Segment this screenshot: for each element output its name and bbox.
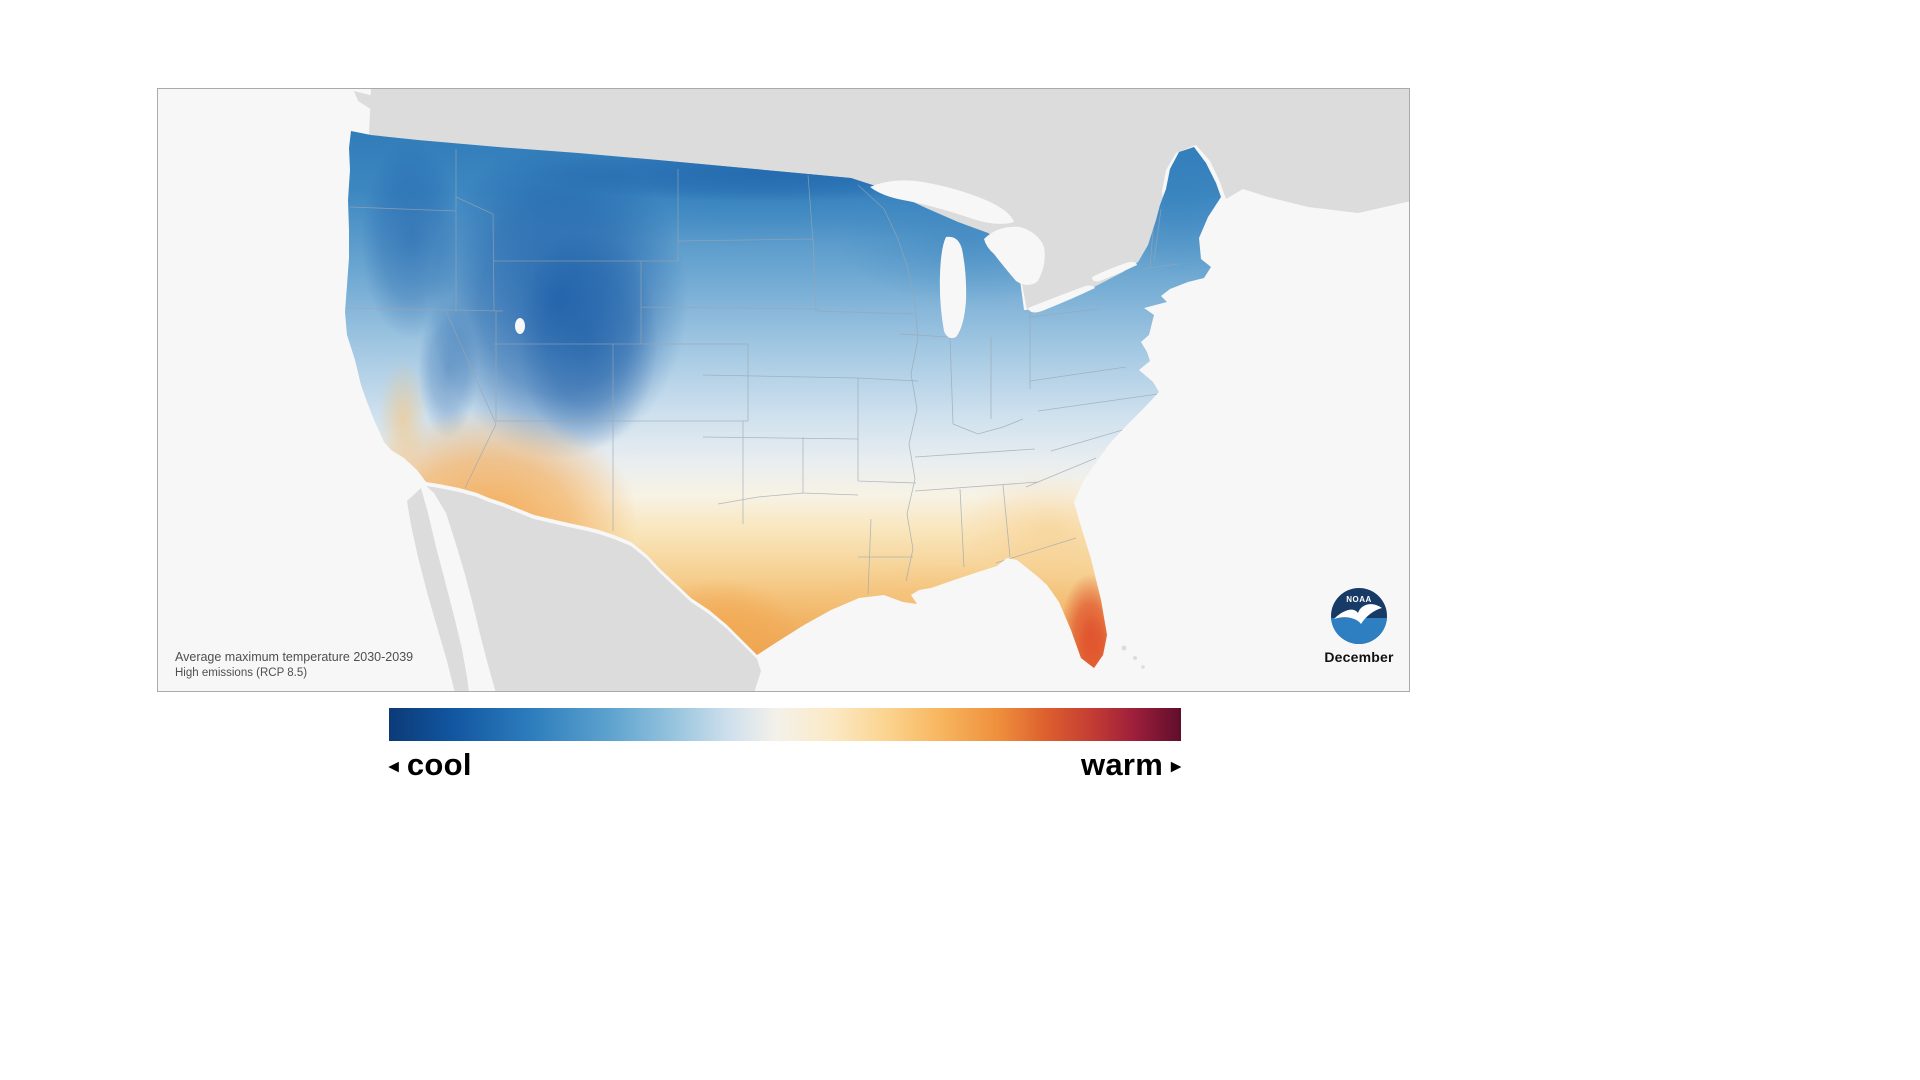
baja-california [407, 488, 469, 691]
legend-gradient-bar [389, 708, 1181, 741]
map-caption: Average maximum temperature 2030-2039 Hi… [175, 649, 413, 681]
noaa-logo-text: NOAA [1346, 595, 1372, 604]
legend-cool-label: cool [406, 747, 472, 782]
caption-scenario: High emissions (RCP 8.5) [175, 667, 308, 679]
lake-michigan [939, 236, 967, 339]
bahamas-islands [1121, 645, 1145, 669]
noaa-logo: NOAA [1331, 588, 1387, 644]
legend-warm-side: warm ▸ [1081, 747, 1181, 783]
lake-erie [1028, 285, 1095, 313]
lake-superior [870, 180, 1014, 224]
climate-map-panel: Average maximum temperature 2030-2039 Hi… [157, 88, 1410, 692]
noaa-logo-sea [1331, 618, 1387, 644]
mexico-landmass [426, 486, 761, 691]
legend-cool-side: ◂ cool [389, 747, 472, 783]
state-boundaries [345, 149, 1179, 595]
legend-labels: ◂ cool warm ▸ [389, 747, 1181, 783]
legend-warm-label: warm [1080, 747, 1164, 782]
nova-scotia [1230, 151, 1326, 203]
temperature-legend: ◂ cool warm ▸ [389, 708, 1181, 783]
us-temperature-map [158, 89, 1409, 691]
canada-landmass [369, 89, 1409, 315]
noaa-seagull-icon [1334, 604, 1382, 624]
great-salt-lake [515, 318, 525, 334]
cool-arrow-icon: ◂ [389, 755, 399, 777]
lake-huron [984, 226, 1045, 285]
great-lakes [515, 180, 1137, 339]
month-label: December [1324, 649, 1394, 665]
noaa-logo-block: NOAA December [1299, 587, 1409, 665]
lake-ontario [1092, 261, 1137, 282]
caption-title: Average maximum temperature 2030-2039 [175, 650, 414, 664]
warm-arrow-icon: ▸ [1171, 755, 1181, 777]
vancouver-island [354, 91, 416, 127]
